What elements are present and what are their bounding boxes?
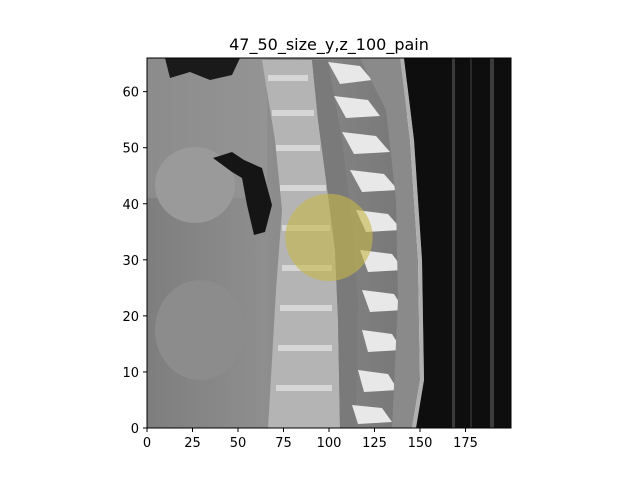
ct-air-pocket-top xyxy=(165,58,240,80)
chart-title: 47_50_size_y,z_100_pain xyxy=(229,35,429,55)
y-tick-label: 30 xyxy=(122,254,139,269)
ct-table-line-1 xyxy=(452,58,455,428)
y-tick-label: 50 xyxy=(122,142,139,157)
ct-table-line-3 xyxy=(490,58,494,428)
x-tick-label: 75 xyxy=(275,436,292,451)
x-tick-label: 100 xyxy=(317,436,342,451)
y-axis: 0 10 20 30 40 50 60 xyxy=(122,86,147,437)
x-tick-label: 25 xyxy=(184,436,201,451)
image-area xyxy=(147,58,511,428)
x-tick-label: 0 xyxy=(143,436,151,451)
y-tick-label: 60 xyxy=(122,86,139,101)
y-tick-label: 40 xyxy=(122,198,139,213)
x-tick-label: 50 xyxy=(230,436,247,451)
lesion-overlay-circle xyxy=(285,193,373,282)
y-tick-label: 20 xyxy=(122,310,139,325)
x-tick-label: 175 xyxy=(453,436,478,451)
ct-outside-air xyxy=(404,58,511,428)
x-axis: 0 25 50 75 100 125 150 175 xyxy=(143,428,478,451)
ct-posterior-soft-tissue xyxy=(360,58,420,428)
x-tick-label: 125 xyxy=(362,436,387,451)
x-tick-label: 150 xyxy=(408,436,433,451)
ct-air-pocket-mid xyxy=(213,152,272,235)
ct-organ-left-lower xyxy=(155,280,245,380)
y-tick-label: 0 xyxy=(131,422,139,437)
ct-spinous-processes xyxy=(328,62,404,424)
ct-table-line-2 xyxy=(470,58,472,428)
ct-organ-left xyxy=(155,147,235,223)
ct-skin-edge xyxy=(400,58,424,428)
y-tick-label: 10 xyxy=(122,366,139,381)
